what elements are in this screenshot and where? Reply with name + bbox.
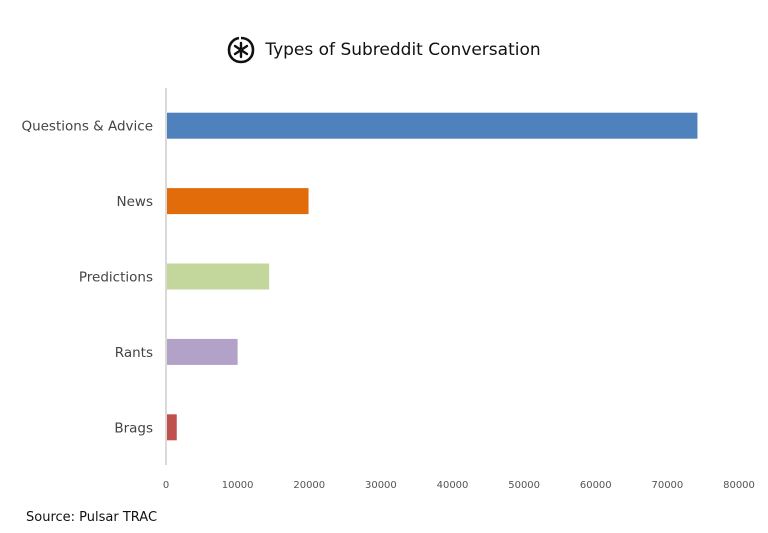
category-label: News — [117, 194, 153, 210]
x-tick-label: 60000 — [580, 480, 612, 491]
bar-rants — [167, 338, 238, 365]
bar-brags — [167, 414, 177, 441]
chart-title-row: Types of Subreddit Conversation — [0, 36, 768, 64]
category-label: Questions & Advice — [21, 119, 153, 135]
x-tick-label: 30000 — [365, 480, 397, 491]
bar-predictions — [167, 263, 270, 290]
x-tick-label: 10000 — [222, 480, 254, 491]
category-label: Brags — [114, 420, 153, 436]
x-tick-label: 80000 — [723, 480, 755, 491]
x-tick-label: 0 — [163, 480, 169, 491]
chart-title: Types of Subreddit Conversation — [265, 40, 541, 60]
pulsar-logo-icon — [228, 36, 255, 64]
bar-questions-advice — [167, 112, 698, 139]
bar-news — [167, 188, 309, 215]
x-tick-label: 50000 — [508, 480, 540, 491]
x-tick-label: 70000 — [651, 480, 683, 491]
x-tick-label: 20000 — [293, 480, 325, 491]
category-label: Rants — [115, 345, 153, 361]
category-label: Predictions — [79, 270, 153, 286]
x-tick-label: 40000 — [437, 480, 469, 491]
source-note: Source: Pulsar TRAC — [26, 510, 158, 525]
